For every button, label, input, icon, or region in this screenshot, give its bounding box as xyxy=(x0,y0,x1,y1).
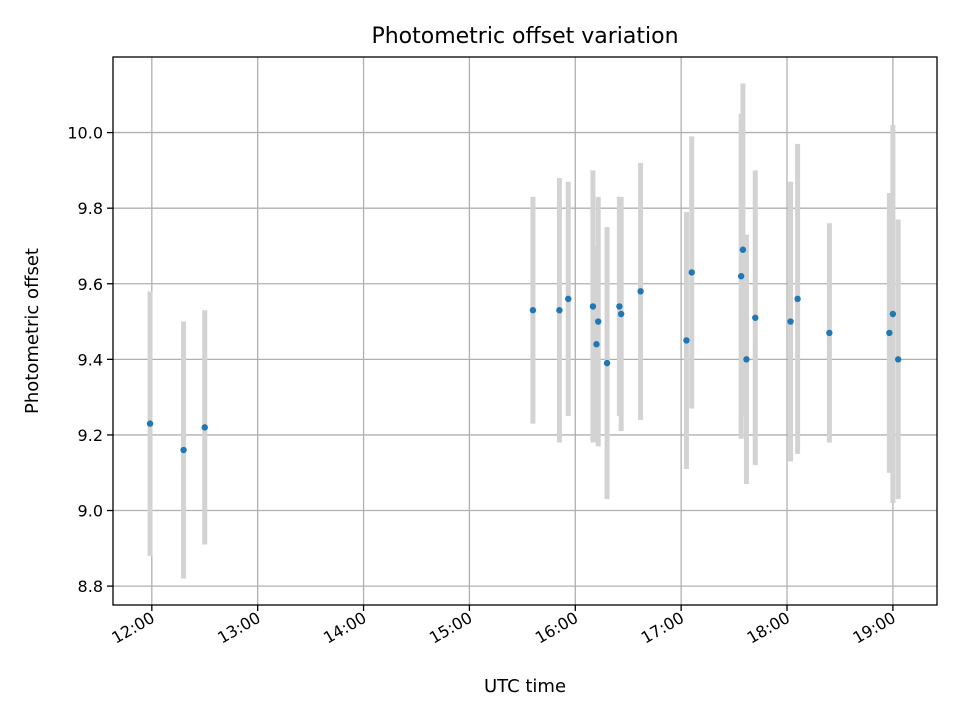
data-point xyxy=(529,307,537,314)
data-point xyxy=(886,329,893,337)
data-point xyxy=(603,359,611,367)
data-point xyxy=(616,303,623,310)
y-tick-label: 10.0 xyxy=(67,124,103,143)
data-point xyxy=(688,269,695,276)
data-point xyxy=(889,310,897,318)
data-point xyxy=(146,420,154,427)
y-tick-label: 9.8 xyxy=(78,199,103,218)
y-tick-label: 9.6 xyxy=(78,275,103,294)
data-point xyxy=(683,337,690,344)
data-point xyxy=(593,341,600,348)
data-point xyxy=(737,273,745,280)
data-point xyxy=(794,295,801,303)
data-point xyxy=(637,288,644,295)
plot-frame xyxy=(112,56,938,606)
data-point xyxy=(201,424,208,431)
x-axis-label: UTC time xyxy=(484,676,566,697)
point-layer xyxy=(146,246,902,454)
data-point xyxy=(180,446,187,454)
y-tick-label: 8.8 xyxy=(78,577,103,596)
data-point xyxy=(787,318,794,325)
data-point xyxy=(752,314,759,321)
data-point xyxy=(743,356,750,363)
data-point xyxy=(826,329,833,337)
data-point xyxy=(595,318,602,325)
data-point xyxy=(565,295,572,303)
data-point xyxy=(556,307,563,314)
chart-title: Photometric offset variation xyxy=(371,24,678,49)
data-point xyxy=(589,303,597,310)
data-point xyxy=(894,356,902,363)
data-point xyxy=(617,310,625,318)
y-tick-label: 9.0 xyxy=(78,502,103,521)
y-tick-label: 9.4 xyxy=(78,350,103,369)
y-tick-label: 9.2 xyxy=(78,426,103,445)
data-point xyxy=(739,246,747,253)
y-axis-label: Photometric offset xyxy=(22,248,43,414)
